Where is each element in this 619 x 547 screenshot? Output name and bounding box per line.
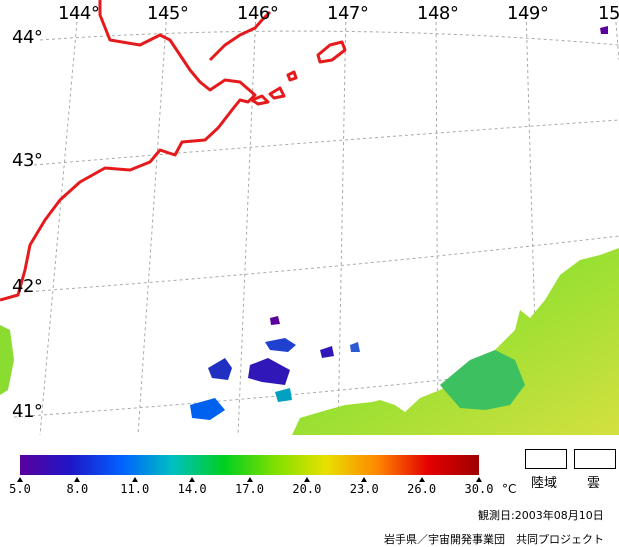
coastline-shikotan: [316, 40, 347, 64]
graticule-lines: [13, 9, 619, 435]
colorbar-tick-label-8: 30.0: [464, 482, 494, 496]
longitude-label-147: 147°: [327, 3, 369, 24]
colorbar-tick-2: [131, 477, 138, 482]
land-key-swatch: [525, 449, 567, 469]
colorbar-tick-label-5: 20.0: [292, 482, 322, 496]
sst-patch-east-cool: [440, 350, 525, 410]
longitude-label-150: 15: [598, 3, 619, 24]
colorbar-tick-label-6: 23.0: [349, 482, 379, 496]
colorbar-tick-5: [303, 477, 310, 482]
longitude-label-149: 149°: [507, 3, 549, 24]
cloud-key-label: 雲: [587, 476, 601, 491]
sst-patch-blob-5: [320, 346, 334, 358]
latitude-label-43: 43°: [12, 150, 43, 171]
credit-text: 岩手県／宇宙開発事業団 共同プロジェクト: [384, 533, 604, 546]
coastline: [0, 0, 347, 302]
meridian-148: [435, 9, 439, 435]
sst-patches: [0, 26, 619, 435]
latitude-label-42: 42°: [12, 276, 43, 297]
latitude-label-41: 41°: [12, 401, 43, 422]
sst-patch-blob-6: [275, 388, 292, 402]
temperature-colorbar: [20, 455, 479, 475]
meridian-150: [614, 9, 619, 61]
parallel-43: [33, 119, 619, 166]
sst-patch-blob-3: [265, 338, 296, 352]
coastline-habomai-1: [250, 94, 270, 106]
meridian-146: [237, 9, 257, 435]
colorbar-tick-7: [418, 477, 425, 482]
longitude-label-144: 144°: [58, 3, 100, 24]
colorbar-tick-8: [476, 477, 482, 482]
colorbar-tick-label-4: 17.0: [235, 482, 264, 496]
parallel-44: [39, 30, 619, 46]
coastline-habomai-3: [286, 70, 298, 82]
sst-map: 144° 145° 146° 147° 148° 149° 15 44° 43°…: [0, 0, 619, 435]
colorbar-tick-label-3: 14.0: [177, 482, 207, 496]
sst-patch-blob-9: [600, 26, 608, 34]
longitude-label-148: 148°: [417, 3, 459, 24]
latitude-label-44: 44°: [12, 27, 43, 48]
sst-patch-blob-1: [208, 358, 232, 380]
longitude-label-145: 145°: [147, 3, 189, 24]
land-key-label: 陸域: [531, 476, 558, 491]
sst-patch-blob-4: [190, 398, 225, 420]
colorbar-tick-6: [361, 477, 368, 482]
sst-patch-blob-2: [248, 358, 290, 385]
longitude-label-146: 146°: [237, 3, 279, 24]
sst-patch-blob-7: [270, 316, 280, 325]
colorbar-tick-4: [246, 477, 253, 482]
parallel-42: [23, 235, 619, 293]
coastline-hokkaido-east: [0, 0, 257, 302]
sst-patch-blob-8: [350, 342, 360, 352]
meridian-147: [337, 9, 347, 435]
colorbar-tick-3: [189, 477, 196, 482]
map-canvas: [0, 0, 619, 435]
meridian-145: [137, 9, 168, 435]
sst-patch-east: [292, 248, 619, 435]
sst-patch-west: [0, 325, 14, 395]
coastline-kunashir: [208, 10, 272, 62]
observation-date: 観測日:2003年08月10日: [478, 509, 604, 522]
unit-label: °C: [502, 482, 517, 496]
colorbar-tick-1: [74, 477, 81, 482]
meridian-144: [39, 9, 79, 435]
coastline-habomai-2: [268, 86, 286, 100]
colorbar-tick-label-7: 26.0: [407, 482, 437, 496]
colorbar-tick-0: [17, 477, 23, 482]
legend: 5.0 8.0 11.0 14.0 17.0 20.0 23.0 26.0 30.0 °C 陸域…: [0, 435, 619, 546]
colorbar-tick-label-0: 5.0: [9, 482, 31, 496]
colorbar-tick-label-1: 8.0: [66, 482, 89, 496]
colorbar-tick-label-2: 11.0: [120, 482, 150, 496]
cloud-key-swatch: [574, 449, 616, 469]
